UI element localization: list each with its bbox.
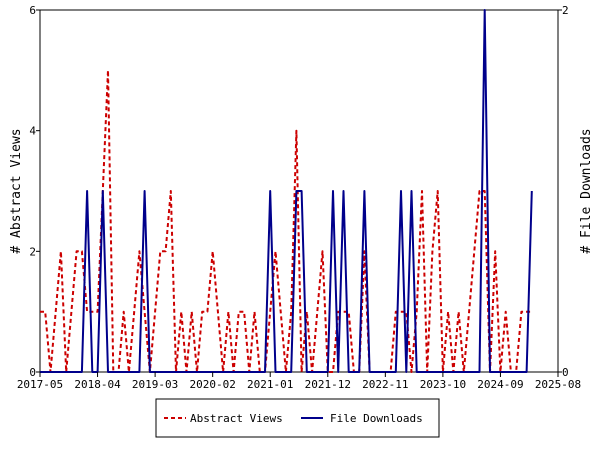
right-tick-label: 2 xyxy=(562,4,569,17)
tick-layer: 2017-05 2018-04 2019-03 2020-02 2021-01 2021-… xyxy=(17,4,581,391)
legend: Abstract Views File Downloads xyxy=(155,398,440,438)
right-tick-label: 0 xyxy=(562,366,569,379)
x-tick-label: 2019-03 xyxy=(132,378,178,391)
left-tick-label: 0 xyxy=(29,366,36,379)
x-tick-label: 2021-12 xyxy=(305,378,351,391)
series-file-downloads-line xyxy=(40,9,533,373)
x-tick-label: 2018-04 xyxy=(74,378,121,391)
series-abstract-views-line xyxy=(40,69,532,373)
x-tick-label: 2024-09 xyxy=(477,378,523,391)
x-tick-label: 2023-10 xyxy=(420,378,466,391)
legend-file-downloads-label: File Downloads xyxy=(330,412,423,425)
left-tick-label: 2 xyxy=(29,245,36,258)
x-tick-label: 2025-08 xyxy=(535,378,581,391)
x-tick-label: 2020-02 xyxy=(189,378,235,391)
legend-box xyxy=(155,398,440,438)
left-tick-label: 6 xyxy=(29,4,36,17)
right-axis-title: # File Downloads xyxy=(579,128,594,253)
left-tick-label: 4 xyxy=(29,125,36,138)
left-axis-title: # Abstract Views xyxy=(9,128,24,253)
series-layer xyxy=(40,9,533,373)
legend-abstract-views-label: Abstract Views xyxy=(190,412,283,425)
x-tick-label: 2022-11 xyxy=(362,378,408,391)
x-tick-label: 2017-05 xyxy=(17,378,63,391)
x-tick-label: 2021-01 xyxy=(247,378,293,391)
